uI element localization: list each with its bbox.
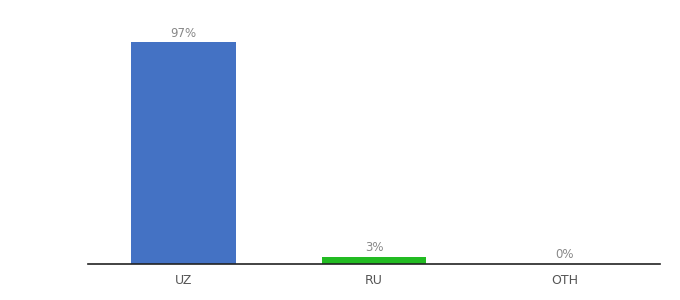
Bar: [322, 257, 426, 264]
Text: 97%: 97%: [171, 26, 197, 40]
Text: 0%: 0%: [555, 248, 574, 261]
Text: 3%: 3%: [364, 242, 384, 254]
Bar: [131, 42, 236, 264]
